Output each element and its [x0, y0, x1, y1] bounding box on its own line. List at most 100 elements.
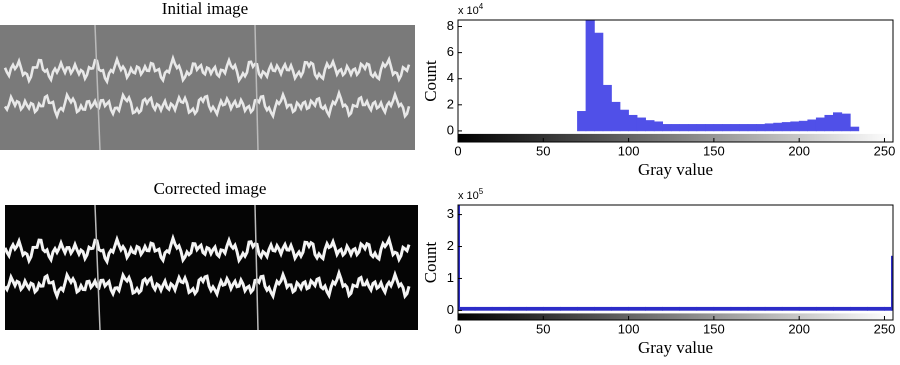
bar — [619, 109, 629, 132]
image-content — [3, 204, 411, 331]
bar — [679, 306, 698, 311]
y-tick-label: 1 — [447, 270, 454, 285]
bar — [525, 306, 544, 311]
bar — [577, 306, 595, 311]
bar — [585, 20, 595, 132]
x-tick-label: 100 — [618, 321, 640, 336]
bar — [662, 306, 681, 311]
y-scale-exponent: 5 — [479, 187, 484, 196]
bar — [841, 113, 851, 132]
wave-trace — [3, 54, 411, 85]
bar — [739, 124, 749, 132]
y-axis-label: Count — [421, 241, 440, 283]
bar — [636, 117, 646, 132]
image-title: Initial image — [162, 0, 248, 18]
x-tick-label: 150 — [703, 321, 725, 336]
bar — [832, 112, 843, 132]
bar — [508, 306, 527, 311]
y-tick-label: 8 — [447, 18, 454, 33]
bar — [611, 306, 629, 311]
bar — [577, 111, 587, 132]
bar — [773, 122, 783, 132]
bar — [628, 306, 646, 311]
y-scale: x 105 — [458, 187, 484, 202]
bars — [458, 205, 893, 311]
bar — [781, 122, 791, 132]
image-content — [3, 24, 411, 151]
bar — [560, 306, 578, 311]
x-axis-label: Gray value — [638, 160, 713, 179]
bar — [747, 306, 766, 311]
bar — [687, 124, 698, 132]
bar — [602, 84, 612, 132]
x-tick-label: 50 — [536, 321, 550, 336]
plot-frame — [457, 204, 894, 321]
x-tick-label: 150 — [703, 143, 725, 158]
x-tick-label: 250 — [874, 143, 896, 158]
plot-frame — [457, 19, 894, 143]
colorbar — [458, 133, 893, 142]
bars — [577, 20, 860, 132]
image-seam — [94, 204, 101, 331]
bar — [730, 306, 749, 311]
bar — [611, 101, 621, 132]
bar — [705, 124, 715, 132]
y-scale: x 104 — [458, 2, 484, 17]
bar — [815, 306, 834, 311]
bar — [645, 306, 664, 311]
bar — [890, 255, 893, 311]
y-scale-exponent: 4 — [479, 2, 484, 11]
bar — [645, 120, 655, 132]
wave-trace — [3, 88, 411, 120]
bar — [713, 124, 723, 132]
y-tick-label: 0 — [447, 122, 454, 137]
y-tick-label: 6 — [447, 44, 454, 59]
bar — [764, 123, 774, 132]
colorbar — [458, 313, 893, 320]
bar — [594, 32, 604, 132]
bar — [722, 124, 732, 132]
x-tick-label: 200 — [788, 143, 810, 158]
bar — [594, 306, 612, 311]
wave-trace — [3, 268, 411, 301]
bar — [696, 306, 715, 311]
bar — [832, 306, 851, 311]
bar — [713, 306, 732, 311]
bar — [459, 306, 476, 311]
bar — [807, 119, 817, 132]
y-tick-label: 2 — [447, 96, 454, 111]
x-tick-label: 250 — [874, 321, 896, 336]
bar — [653, 121, 664, 132]
y-axis-label: Count — [421, 60, 440, 102]
bar — [790, 121, 800, 132]
y-tick-label: 0 — [447, 302, 454, 317]
image-seam — [254, 204, 259, 331]
y-scale-base: x 10 — [458, 5, 479, 17]
bar — [679, 124, 689, 132]
x-axis-label: Gray value — [638, 338, 713, 357]
x-tick-label: 200 — [788, 321, 810, 336]
image-seam — [94, 24, 101, 151]
bar — [815, 117, 826, 132]
bar — [824, 114, 834, 132]
bar — [730, 124, 740, 132]
image-title: Corrected image — [154, 179, 267, 198]
bar — [670, 124, 681, 132]
y-tick-label: 3 — [447, 206, 454, 221]
bar — [850, 126, 860, 132]
bar — [662, 124, 672, 132]
bar — [474, 306, 493, 311]
bar — [798, 306, 817, 311]
x-tick-label: 0 — [454, 321, 461, 336]
bar — [747, 124, 757, 132]
bar — [781, 306, 800, 311]
x-tick-label: 0 — [454, 143, 461, 158]
initial-image — [0, 25, 415, 150]
corrected-image — [5, 205, 418, 330]
bar — [542, 306, 561, 311]
x-tick-label: 50 — [536, 143, 550, 158]
bar — [628, 114, 638, 132]
bar — [491, 306, 510, 311]
wave-trace — [3, 233, 411, 266]
